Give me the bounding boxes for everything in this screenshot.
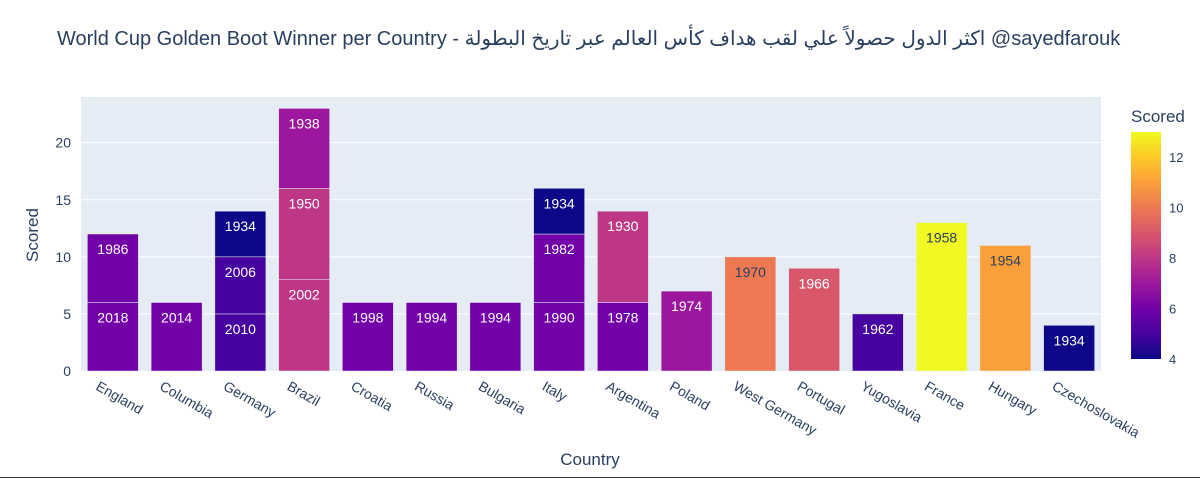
bar-segment (278, 188, 330, 280)
x-tick-label: Yugoslavia (858, 378, 925, 426)
bar-year-label: 1934 (225, 218, 256, 234)
bar-year-label: 1962 (862, 321, 893, 337)
x-axis-title: Country (560, 450, 620, 469)
bar-segment (852, 313, 904, 372)
y-tick-label: 0 (63, 363, 71, 379)
bar-segment (533, 302, 585, 372)
colorbar-tick-label: 8 (1169, 251, 1176, 266)
bar-year-label: 1998 (352, 310, 383, 326)
bar-segment (533, 188, 585, 235)
colorbar-tick-label: 6 (1169, 302, 1176, 317)
bar-segment (214, 256, 267, 315)
y-tick-label: 10 (55, 249, 71, 265)
bar-segment (469, 302, 522, 372)
colorbar-title: Scored (1131, 107, 1185, 126)
bar-segment (915, 222, 968, 372)
bar-segment (405, 302, 458, 372)
x-tick-label: Hungary (986, 378, 1040, 418)
chart-title: World Cup Golden Boot Winner per Country… (57, 24, 1121, 51)
bar-year-label: 1966 (799, 275, 830, 291)
y-tick-label: 20 (55, 135, 71, 151)
bar-year-label: 1934 (1054, 332, 1085, 348)
colorbar (1131, 132, 1161, 359)
bar-segment (150, 302, 203, 372)
bar-year-label: 1994 (480, 310, 511, 326)
x-tick-label: Portugal (795, 378, 848, 418)
bar-year-label: 1950 (289, 195, 320, 211)
bar-year-label: 2014 (161, 310, 192, 326)
bar-year-label: 2018 (97, 310, 128, 326)
x-tick-label: Bulgaria (476, 378, 529, 418)
bar-year-label: 2010 (225, 321, 256, 337)
bar-year-label: 1990 (544, 310, 575, 326)
bar-year-label: 1958 (926, 230, 957, 246)
x-tick-label: England (93, 378, 146, 418)
bar-year-label: 1938 (289, 115, 320, 131)
x-tick-label: France (922, 378, 968, 414)
y-tick-label: 15 (55, 192, 71, 208)
x-tick-label: Czechoslovakia (1050, 378, 1143, 441)
x-tick-label: Italy (540, 378, 570, 405)
y-axis-title: Scored (23, 208, 42, 262)
bar-segment (278, 108, 330, 189)
colorbar-tick-label: 12 (1169, 150, 1183, 165)
bar-year-label: 1974 (671, 298, 702, 314)
bar-year-label: 1954 (990, 252, 1021, 268)
bar-year-label: 1982 (544, 241, 575, 257)
bar-year-label: 1986 (97, 241, 128, 257)
bar-segment (1043, 325, 1095, 372)
bar-year-label: 1978 (607, 310, 638, 326)
y-tick-label: 5 (63, 306, 71, 322)
bar-segment (87, 233, 139, 303)
bar-year-label: 1930 (607, 218, 638, 234)
bar-segment (597, 210, 649, 303)
bar-segment (533, 233, 585, 303)
bar-segment (979, 245, 1032, 372)
bar-segment (342, 302, 394, 372)
x-tick-label: Germany (221, 378, 279, 421)
bar-year-label: 1934 (544, 195, 575, 211)
x-tick-label: Poland (667, 378, 713, 414)
bar-year-label: 1970 (735, 264, 766, 280)
colorbar-tick-label: 4 (1169, 352, 1176, 367)
bar-segment (87, 302, 139, 372)
x-tick-label: Argentina (603, 378, 663, 422)
y-axis-ticks: 0 5 10 15 20 (55, 135, 71, 379)
colorbar-tick-label: 10 (1169, 201, 1183, 216)
bar-segment (214, 210, 267, 258)
colorbar-ticks: 4 6 8 10 12 (1169, 150, 1183, 367)
bar-segment (660, 290, 713, 372)
x-tick-label: Columbia (157, 378, 216, 422)
bar-group: 2018 1986 2014 2010 2006 1934 2002 1950 1938 1998… (87, 108, 1095, 372)
x-axis-ticks: England Columbia Germany Brazil Croatia Russi… (93, 378, 1142, 441)
x-tick-label: Brazil (285, 378, 323, 409)
bar-segment (597, 302, 649, 372)
bar-segment (788, 268, 840, 372)
x-tick-label: Russia (412, 378, 457, 413)
x-tick-label: Croatia (348, 378, 395, 415)
bar-year-label: 1994 (416, 310, 447, 326)
bar-year-label: 2002 (289, 287, 320, 303)
bar-segment (724, 256, 777, 372)
bar-year-label: 2006 (225, 264, 256, 280)
